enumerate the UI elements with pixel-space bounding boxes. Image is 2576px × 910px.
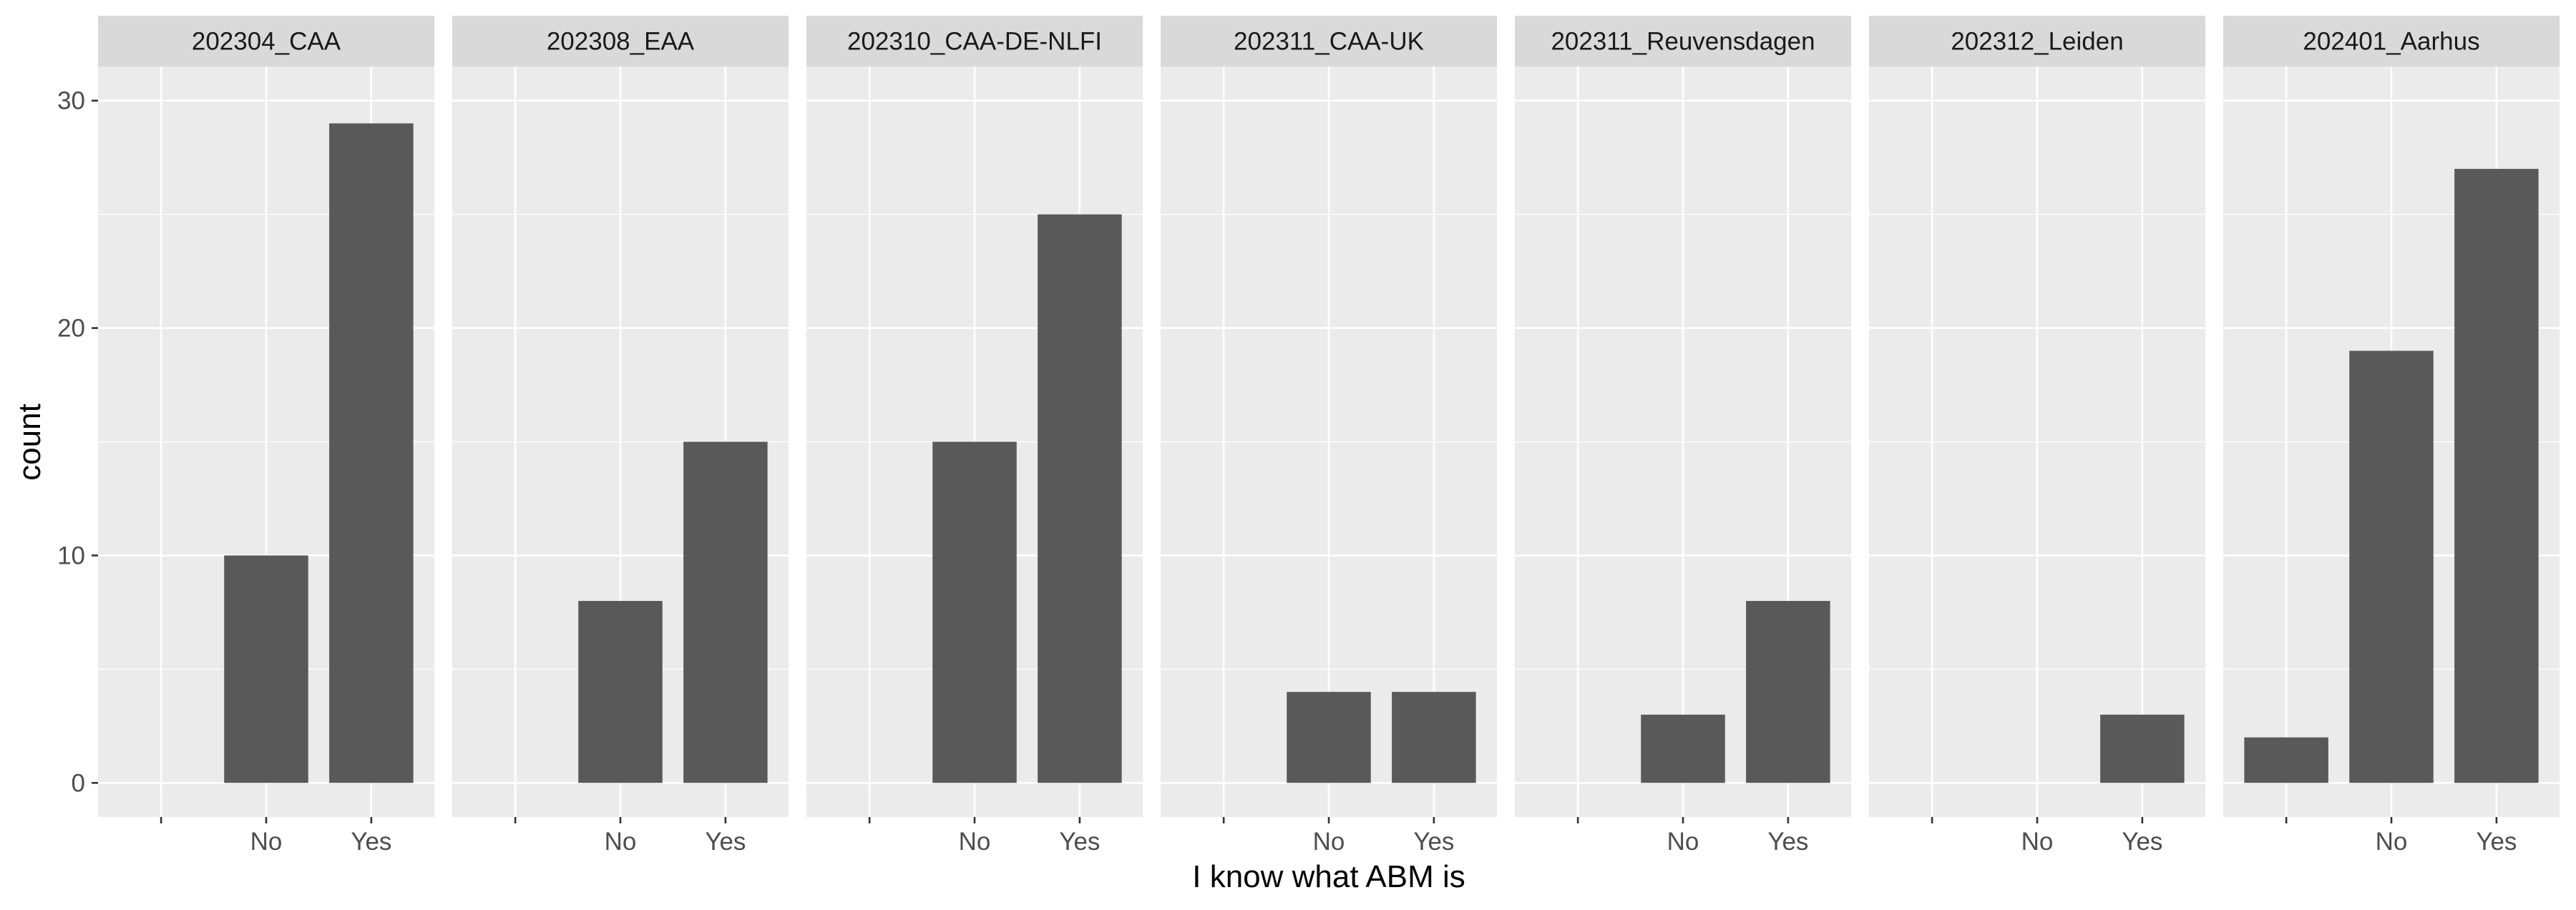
facet-strip-label: 202401_Aarhus <box>2303 28 2479 56</box>
y-tick-label: 0 <box>72 769 85 797</box>
y-axis-title: count <box>12 403 47 481</box>
x-tick-label: Yes <box>705 828 746 856</box>
bar <box>932 441 1017 783</box>
facet-panel: 202311_Reuvensdagen No Yes <box>1515 16 1851 856</box>
bar <box>1392 692 1476 783</box>
facet-strip <box>1161 16 1497 67</box>
bar <box>2244 737 2328 783</box>
x-tick-label: Yes <box>2476 828 2517 856</box>
facet-strip-label: 202311_CAA-UK <box>1234 28 1424 56</box>
y-tick-label: 10 <box>57 542 85 569</box>
x-tick-label: Yes <box>351 828 391 856</box>
x-tick-label: No <box>2376 828 2408 856</box>
facet-strip-label: 202308_EAA <box>547 28 695 56</box>
x-tick-label: Yes <box>2122 828 2162 856</box>
x-tick-label: No <box>1667 828 1699 856</box>
facet-panel: 202310_CAA-DE-NLFI No Yes <box>806 16 1143 856</box>
bar <box>329 123 414 783</box>
bar <box>1038 214 1122 783</box>
y-axis: 0 10 20 30 <box>57 87 98 797</box>
facet-strip <box>806 16 1143 67</box>
facet-panel: 202308_EAA No Yes <box>452 16 789 856</box>
x-tick-label: No <box>959 828 991 856</box>
bar <box>2100 714 2185 783</box>
facet-strip-label: 202312_Leiden <box>1951 28 2123 56</box>
bar <box>683 441 768 783</box>
x-tick-label: Yes <box>1413 828 1454 856</box>
x-tick-label: Yes <box>1767 828 1808 856</box>
x-tick-label: Yes <box>1059 828 1100 856</box>
facet-strip <box>98 16 434 67</box>
x-tick-label: No <box>605 828 637 856</box>
bar <box>1287 692 1371 783</box>
facet-strip <box>452 16 789 67</box>
facet-strip <box>1515 16 1851 67</box>
bar <box>2454 169 2539 783</box>
bar <box>224 555 308 783</box>
facet-strip-label: 202310_CAA-DE-NLFI <box>847 28 1102 56</box>
x-axis-title: I know what ABM is <box>1192 859 1465 894</box>
facet-panel: 202304_CAA No Yes <box>98 16 434 856</box>
x-tick-label: No <box>1313 828 1345 856</box>
bar <box>1746 601 1830 783</box>
x-tick-label: No <box>250 828 283 856</box>
bar <box>578 601 663 783</box>
facet-strip <box>2223 16 2560 67</box>
bar <box>1641 714 1725 783</box>
facet-strip-label: 202311_Reuvensdagen <box>1551 28 1815 56</box>
facet-strip-label: 202304_CAA <box>192 28 341 56</box>
x-tick-label: No <box>2021 828 2054 856</box>
facet-panel: 202311_CAA-UK No Yes <box>1161 16 1497 856</box>
facet-panel: 202312_Leiden No Yes <box>1869 16 2205 856</box>
y-tick-label: 20 <box>57 315 85 343</box>
facet-strip <box>1869 16 2205 67</box>
facet-panel: 202401_Aarhus No Yes <box>2223 16 2560 856</box>
y-tick-label: 30 <box>57 87 85 115</box>
bar <box>2349 351 2434 783</box>
